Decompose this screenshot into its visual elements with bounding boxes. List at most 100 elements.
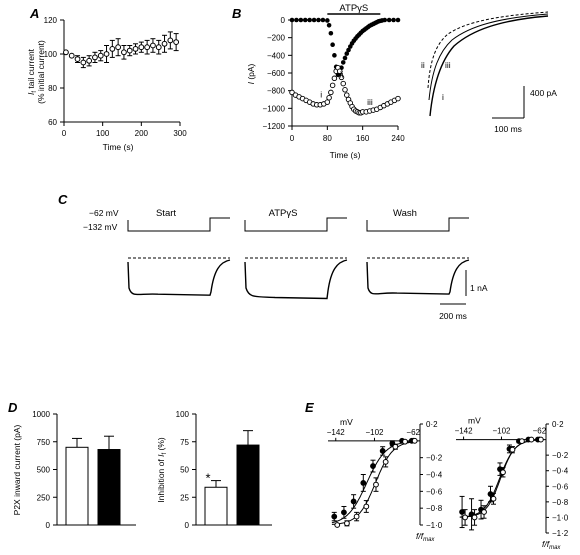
panel-label-c: C	[58, 192, 68, 207]
panel-label-a: A	[29, 6, 39, 21]
e-data-point-open	[334, 522, 341, 528]
a-data-point	[109, 46, 116, 52]
a-data-point	[68, 52, 75, 59]
d-ytick-label: 0	[185, 521, 190, 530]
a-x-label: Time (s)	[103, 142, 134, 152]
a-ytick-label: 100	[44, 50, 58, 59]
a-data-point	[97, 52, 104, 59]
e-data-point-filled	[350, 498, 357, 505]
c-scale-x-label: 200 ms	[439, 311, 467, 321]
panel-label-d: D	[8, 400, 18, 415]
b-inset-traces: ii iii i 400 pA 100 ms	[421, 11, 557, 134]
b-filled-point	[316, 17, 321, 23]
e-data-point-filled	[360, 480, 367, 486]
c-voltage-protocol	[366, 217, 469, 232]
b-open-point	[340, 80, 346, 87]
c-voltage-step: −132 mV	[83, 222, 118, 232]
a-data-point	[167, 37, 174, 44]
e-y-label-main: f/f	[542, 539, 551, 549]
d2-significance-mark: *	[205, 471, 210, 486]
c-condition-label: Wash	[393, 208, 417, 219]
a-ytick-label: 60	[48, 118, 57, 127]
b-y-label: I (pA)	[246, 63, 256, 84]
e-xtick-label: −102	[492, 427, 511, 436]
a-data-point	[150, 42, 156, 49]
b-open-point	[395, 95, 401, 102]
b-xtick-label: 80	[323, 134, 332, 143]
b-ytick-label: −400	[267, 51, 286, 60]
d-bar	[65, 446, 89, 526]
e-data-point-open	[353, 513, 360, 520]
d-ytick-label: 1000	[32, 410, 50, 419]
b-filled-point	[307, 17, 312, 23]
b-ytick-label: −800	[267, 87, 286, 96]
d-ytick-label: 75	[180, 438, 189, 447]
e-data-point-open	[392, 443, 399, 450]
b-filled-point	[332, 53, 337, 58]
e-data-point-open	[490, 495, 497, 502]
d-ytick-label: 500	[37, 466, 51, 475]
e-data-point-filled	[459, 509, 465, 515]
b-open-point	[342, 87, 348, 93]
e-data-point-filled	[341, 509, 347, 516]
d-ytick-label: 750	[37, 438, 51, 447]
e-ytick-label: −0·8	[552, 498, 569, 507]
c-condition-label: ATPγS	[269, 208, 298, 219]
e-ytick-label: 0·2	[426, 420, 438, 429]
panel-label-b: B	[232, 6, 241, 21]
a-data-point	[173, 39, 180, 45]
a-data-point	[103, 51, 110, 57]
svg-text:(% initial current): (% initial current)	[36, 40, 46, 104]
a-ytick-label: 80	[48, 84, 57, 93]
e-data-point-open	[462, 514, 468, 521]
e-ytick-label: −0·2	[552, 451, 569, 460]
d-ytick-label: 250	[37, 493, 51, 502]
e-data-point-open	[402, 438, 408, 445]
inset-trace-i	[429, 15, 549, 117]
panel-e1-chart: −142 −102 −62 mV 0·2 −0·2 −0·4 −0·6 −0·8 −1·0f/fm…	[327, 417, 443, 543]
a-data-point	[144, 44, 151, 51]
e-ytick-label: −1·0	[426, 521, 443, 530]
a-xtick-label: 100	[96, 129, 110, 138]
e-ytick-label: −0·8	[426, 504, 443, 513]
d-bar	[97, 449, 121, 526]
a-data-point	[86, 57, 93, 64]
c-voltage-hold: −62 mV	[89, 208, 119, 218]
a-xtick-label: 0	[62, 129, 67, 138]
b-filled-point	[346, 47, 351, 53]
b-filled-point	[386, 17, 392, 23]
e-y-label: f/fmax	[416, 531, 435, 543]
inset-label-ii: ii	[421, 60, 425, 70]
e-y-label-sub: max	[549, 545, 561, 551]
b-open-point	[326, 94, 332, 101]
b-open-point	[336, 68, 343, 74]
a-data-point	[138, 44, 145, 51]
a-data-point	[63, 49, 69, 56]
e-data-point-filled	[370, 463, 376, 469]
e-data-point-filled	[379, 448, 386, 454]
a-data-point	[80, 59, 87, 66]
e-ytick-label: −0·4	[426, 471, 443, 480]
a-xtick-label: 200	[135, 129, 149, 138]
b-point-label: i	[320, 90, 322, 100]
b-open-point	[329, 82, 336, 89]
d-ytick-label: 0	[46, 521, 51, 530]
a-data-point	[92, 54, 98, 61]
panel-d2-chart: 0 25 50 75 100 * Inhibition of If (%)	[156, 410, 272, 530]
inset-trace-ii	[427, 11, 549, 89]
inset-label-i: i	[442, 92, 444, 102]
e-xtick-label: −142	[455, 427, 474, 436]
inset-scale-x-label: 100 ms	[494, 124, 522, 134]
e-x-label: mV	[340, 417, 353, 427]
c-trace-group: Start	[127, 208, 231, 296]
b-open-point	[331, 75, 338, 82]
c-scale-y-label: 1 nA	[470, 283, 488, 293]
b-xtick-label: 0	[290, 134, 295, 143]
b-filled-point	[340, 60, 346, 65]
d-ytick-label: 25	[180, 493, 189, 502]
a-data-point	[115, 44, 122, 51]
e-data-point-filled	[331, 513, 338, 520]
b-x-label: Time (s)	[330, 150, 361, 160]
e-y-label-sub: max	[423, 537, 435, 543]
